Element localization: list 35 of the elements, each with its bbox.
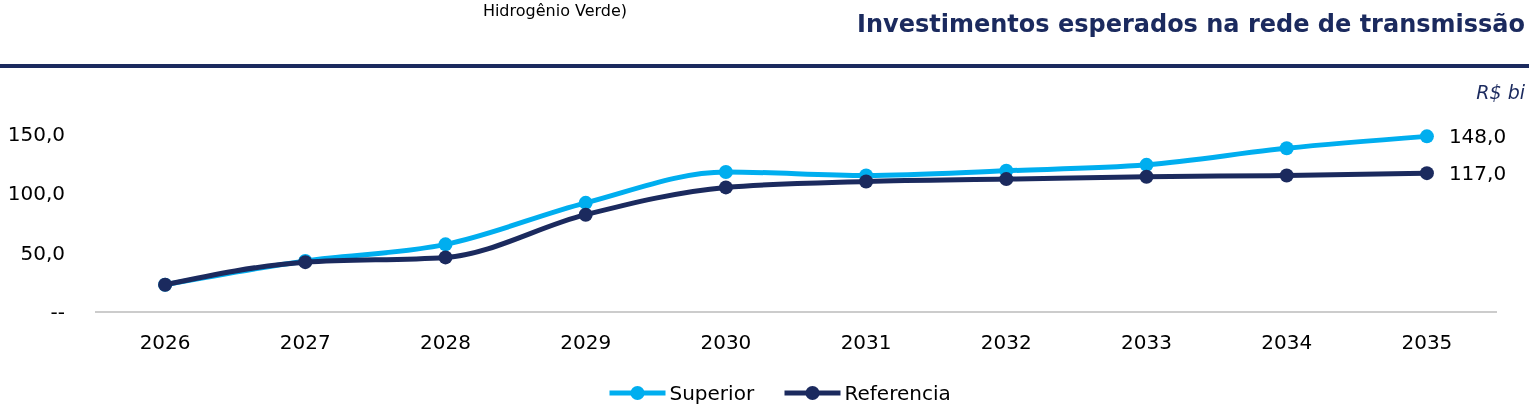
x-tick-label: 2032: [980, 330, 1032, 354]
point: [718, 180, 733, 195]
legend-label: Superior: [669, 381, 755, 405]
point: [1139, 157, 1154, 172]
point: [718, 164, 733, 179]
x-tick-label: 2034: [1261, 330, 1313, 354]
x-tick-label: 2026: [139, 330, 191, 354]
point: [578, 207, 593, 222]
x-tick-label: 2035: [1401, 330, 1453, 354]
chart-title: Investimentos esperados na rede de transmissão: [857, 10, 1525, 38]
point: [1419, 129, 1434, 144]
point: [1279, 168, 1294, 183]
point: [578, 195, 593, 210]
point: [859, 174, 874, 189]
y-tick-label: --: [50, 300, 65, 324]
data-label: 148,0: [1448, 124, 1507, 149]
point: [438, 237, 453, 252]
x-tick-label: 2028: [420, 330, 471, 354]
x-tick-label: 2030: [700, 330, 752, 354]
y-axis-title: R$ bi: [1476, 81, 1526, 103]
y-tick-label: 100,0: [7, 181, 65, 206]
x-tick-label: 2033: [1121, 330, 1172, 354]
point: [1139, 169, 1154, 184]
point: [1419, 166, 1434, 181]
text: Hidrogênio Verde): [482, 1, 628, 20]
data-label: 117,0: [1448, 161, 1507, 186]
x-tick-label: 2027: [279, 330, 331, 354]
point: [1279, 141, 1294, 156]
x-tick-label: 2031: [840, 330, 892, 354]
point: [438, 250, 453, 265]
x-tick-label: 2029: [560, 330, 612, 354]
legend-label: Referencia: [844, 381, 951, 405]
y-tick-label: 50,0: [20, 240, 65, 265]
point: [999, 172, 1014, 187]
y-tick-label: 150,0: [7, 122, 65, 146]
